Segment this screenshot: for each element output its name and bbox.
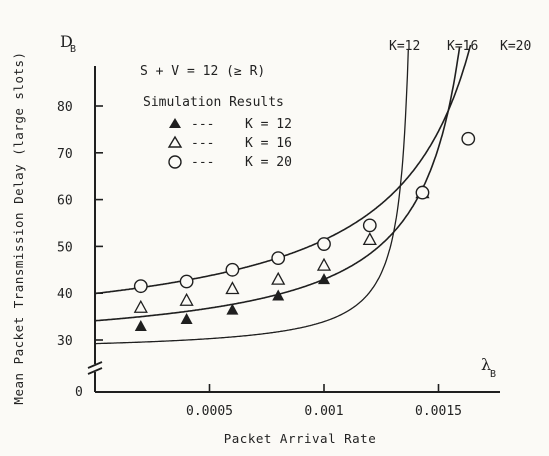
y-tick-label: 50 [57,240,73,255]
curve-label-k20: K=20 [500,39,531,54]
data-point-open-triangle [362,232,377,246]
y-tick-label: 40 [57,287,73,302]
data-point-open-triangle [225,281,240,295]
x-tick-label: 0.001 [304,404,343,419]
x-tick-label: 0.0015 [415,404,462,419]
data-point-circle [179,274,194,289]
x-axis-title: Packet Arrival Rate [224,431,377,446]
x-symbol-sub: B [490,369,496,380]
data-point-filled-triangle [180,312,193,324]
data-point-circle [317,237,331,251]
x-symbol: λ [481,355,491,374]
data-point-filled-triangle [318,273,330,285]
x-ticks: 0.0005 0.001 0.0015 [186,384,462,419]
data-point-open-triangle [271,271,286,285]
data-point-circle [133,279,148,294]
curve-k12 [95,49,409,345]
y-axis-title: Mean Packet Transmission Delay (large sl… [11,51,26,404]
legend-marker-open-triangle [167,135,183,148]
legend-marker-open-circle [168,155,182,169]
legend-dash: --- [191,136,214,151]
data-point-circle [362,218,377,233]
y-origin-label: 0 [75,385,83,400]
y-tick-label: 70 [57,147,73,162]
y-symbol: D [60,32,73,51]
x-tick-label: 0.0005 [186,404,233,419]
legend-item-k12: --- K = 12 [169,117,292,132]
condition-text: S + V = 12 (≥ R) [140,64,265,79]
data-markers [133,131,476,331]
legend-label: K = 12 [245,117,292,132]
legend: --- K = 12 --- K = 16 --- K = 20 [167,117,292,170]
curve-label-k12: K=12 [389,39,420,54]
axis-break-mark [87,361,103,375]
data-point-circle [461,131,476,146]
data-point-filled-triangle [134,319,147,331]
legend-title: Simulation Results [143,95,284,110]
legend-item-k16: --- K = 16 [167,135,292,151]
data-point-open-triangle [133,299,148,313]
data-point-circle [415,185,430,200]
legend-dash: --- [191,117,214,132]
y-tick-label: 80 [57,100,73,115]
data-point-open-triangle [316,257,332,271]
legend-dash: --- [191,155,214,170]
y-tick-label: 30 [57,334,73,349]
legend-item-k20: --- K = 20 [168,155,292,170]
y-tick-label: 60 [57,194,73,209]
legend-marker-filled-triangle [169,118,181,128]
data-point-filled-triangle [226,303,239,315]
data-point-circle [271,251,286,266]
data-point-filled-triangle [272,289,285,301]
curve-label-k16: K=16 [447,39,478,54]
y-symbol-sub: B [70,44,76,55]
data-point-open-triangle [179,292,194,306]
y-ticks: 30 40 50 60 70 80 [57,100,103,349]
data-point-circle [225,262,240,277]
legend-label: K = 20 [245,155,292,170]
legend-label: K = 16 [245,136,292,151]
